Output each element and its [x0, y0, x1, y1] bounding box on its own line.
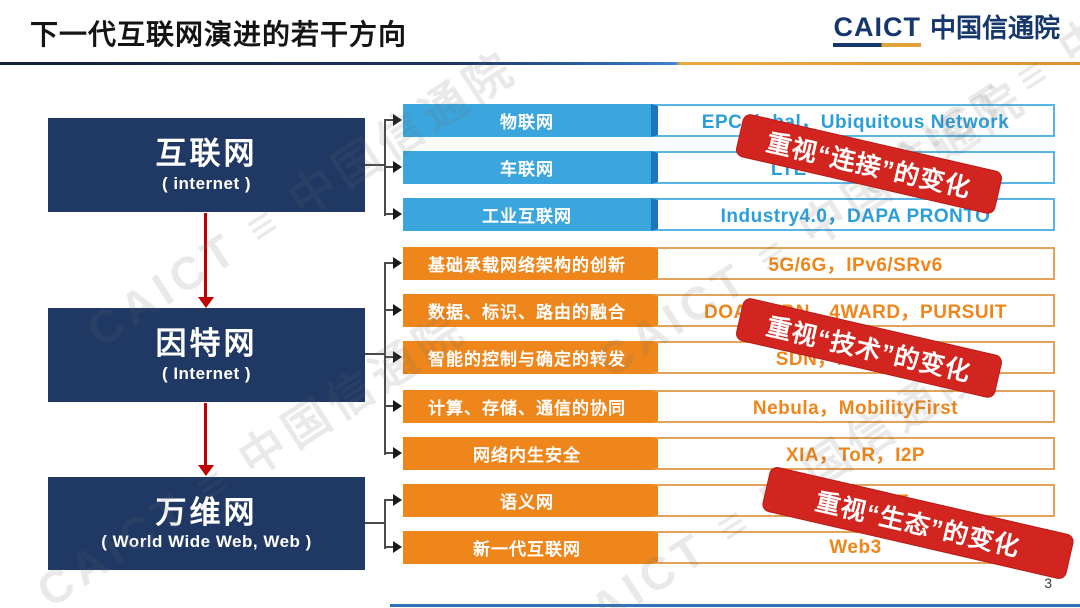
stage-subtitle: ( Internet ): [161, 363, 252, 383]
stage-box-internet-zh: 互联网 ( internet ): [48, 118, 365, 212]
connector-line: [365, 164, 384, 166]
connector-arrow-icon: [393, 161, 402, 173]
row-label: 网络内生安全: [403, 437, 651, 470]
stage-subtitle: ( World Wide Web, Web ): [101, 532, 312, 552]
connector-line: [384, 405, 394, 407]
connector-arrow-icon: [393, 114, 402, 126]
row-label: 物联网: [403, 104, 651, 137]
row-value: Nebula，MobilityFirst: [651, 390, 1055, 423]
caict-logo-text: CAICT: [833, 12, 921, 42]
connector-line: [384, 262, 386, 455]
row-label: 新一代互联网: [403, 531, 651, 564]
caict-logo-chinese: 中国信通院: [929, 13, 1060, 43]
arrow-down-icon: [198, 297, 214, 308]
row-label: 工业互联网: [403, 198, 651, 231]
connector-line: [365, 353, 384, 355]
row-value: 5G/6G，IPv6/SRv6: [651, 247, 1055, 280]
row-label: 基础承载网络架构的创新: [403, 247, 651, 280]
row-label: 计算、存储、通信的协同: [403, 390, 651, 423]
connector-arrow-icon: [393, 447, 402, 459]
row-value: EPCglobal，Ubiquitous Network: [651, 104, 1055, 137]
caict-logo: CAICT 中国信通院: [833, 14, 1060, 47]
footer-line: [390, 604, 1080, 607]
caict-logo-brand: CAICT: [833, 14, 921, 47]
row-label: 智能的控制与确定的转发: [403, 341, 651, 374]
connector-arrow-icon: [393, 494, 402, 506]
connector-line: [384, 452, 394, 454]
connector-line: [384, 213, 394, 215]
connector-line: [384, 546, 394, 548]
connector-arrow-icon: [393, 400, 402, 412]
connector-line: [384, 499, 386, 549]
connector-line: [384, 119, 394, 121]
stage-box-world-wide-web: 万维网 ( World Wide Web, Web ): [48, 477, 365, 570]
stage-title: 因特网: [155, 326, 258, 362]
connector-line: [365, 522, 384, 524]
connector-arrow-icon: [393, 541, 402, 553]
row-label: 数据、标识、路由的融合: [403, 294, 651, 327]
connector-line: [384, 499, 394, 501]
connector-arrow-icon: [393, 208, 402, 220]
row-value: XIA，ToR，I2P: [651, 437, 1055, 470]
connector-arrow-icon: [393, 304, 402, 316]
red-arrow-line: [204, 213, 207, 299]
row-label: 车联网: [403, 151, 651, 184]
connector-line: [384, 309, 394, 311]
row-label: 语义网: [403, 484, 651, 517]
connector-arrow-icon: [393, 257, 402, 269]
header-divider: [0, 62, 1080, 65]
red-arrow-line: [204, 403, 207, 467]
stage-subtitle: ( internet ): [161, 173, 252, 193]
connector-line: [384, 166, 394, 168]
stage-title: 互联网: [155, 136, 258, 172]
connector-arrow-icon: [393, 351, 402, 363]
arrow-down-icon: [198, 465, 214, 476]
connector-line: [384, 356, 394, 358]
page-number: 3: [1044, 575, 1052, 591]
caict-logo-underline: [833, 43, 921, 47]
connector-line: [384, 262, 394, 264]
page-title: 下一代互联网演进的若干方向: [30, 19, 408, 50]
stage-box-internet-en: 因特网 ( Internet ): [48, 308, 365, 402]
stage-title: 万维网: [155, 494, 258, 530]
